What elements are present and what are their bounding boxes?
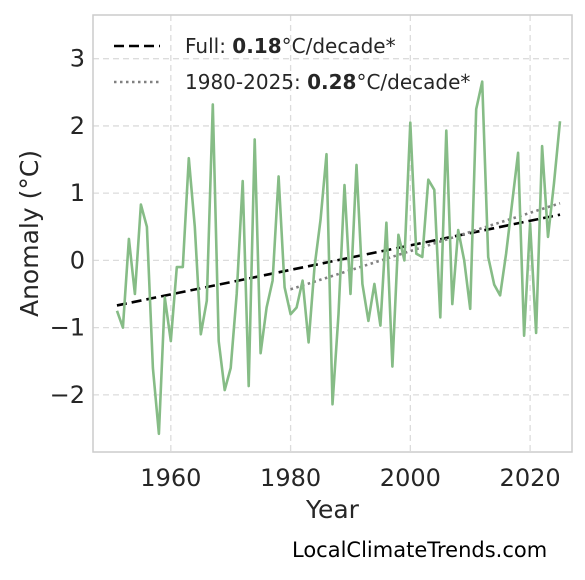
y-axis-ticks: −2 −1 0 1 2 3 [50, 45, 85, 409]
legend-entry-label: Full: 0.18°C/decade* [185, 34, 396, 58]
source-credit: LocalClimateTrends.com [292, 538, 548, 562]
y-tick-label: 2 [70, 112, 85, 140]
x-tick-label: 2020 [500, 464, 561, 492]
recent-trend-line [290, 202, 561, 291]
legend: Full: 0.18°C/decade* 1980-2025: 0.28°C/de… [114, 34, 470, 94]
y-tick-label: 3 [70, 45, 85, 73]
y-tick-label: −2 [50, 381, 85, 409]
x-tick-label: 2000 [380, 464, 441, 492]
anomaly-series-line [115, 80, 562, 436]
x-axis-ticks: 1960 1980 2000 2020 [140, 464, 560, 492]
x-axis-label: Year [305, 495, 360, 524]
x-tick-label: 1960 [140, 464, 201, 492]
series-lines [115, 80, 562, 436]
y-axis-label: Anomaly (°C) [15, 150, 44, 317]
x-tick-label: 1980 [260, 464, 321, 492]
y-tick-label: 0 [70, 246, 85, 274]
y-tick-label: 1 [70, 179, 85, 207]
y-tick-label: −1 [50, 314, 85, 342]
plot-area [92, 14, 573, 453]
grid [93, 15, 572, 452]
legend-entry-label: 1980-2025: 0.28°C/decade* [185, 70, 470, 94]
